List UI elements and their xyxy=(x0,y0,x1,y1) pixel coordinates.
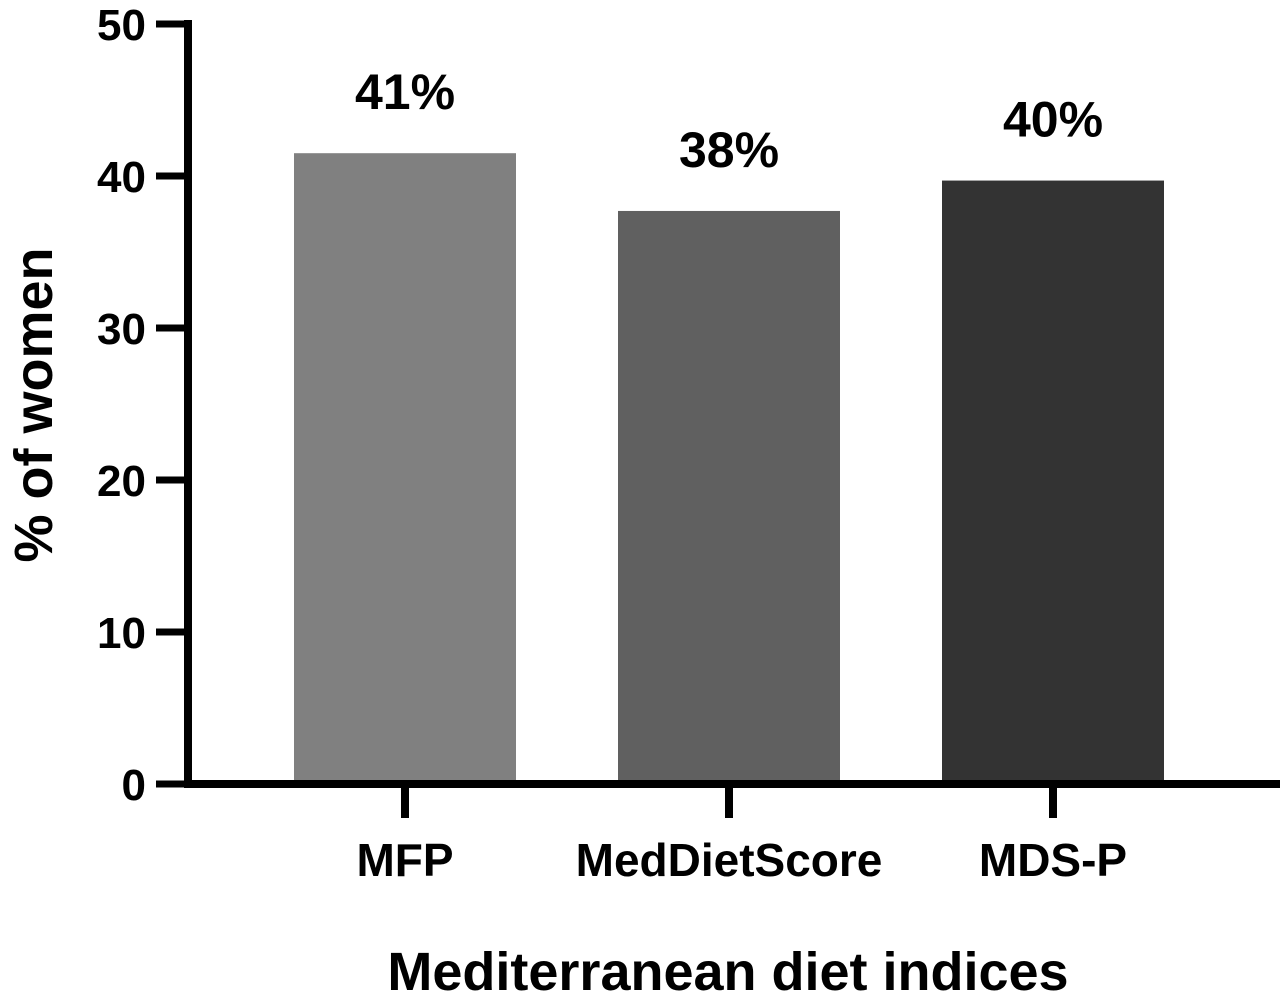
y-axis-ticks: 0 10 20 30 40 50 xyxy=(97,1,188,810)
y-tick-label-30: 30 xyxy=(97,305,146,354)
bar-MDS-P xyxy=(942,180,1164,784)
y-axis-title: % of women xyxy=(4,247,64,562)
y-tick-label-10: 10 xyxy=(97,609,146,658)
y-tick-label-0: 0 xyxy=(122,761,146,810)
x-axis-title: Mediterranean diet indices xyxy=(387,942,1068,998)
bar-MedDietScore xyxy=(618,210,840,784)
bar-MFP xyxy=(294,153,516,784)
x-axis-ticks: MFP MedDietScore MDS-P xyxy=(356,784,1127,886)
x-tick-label-MFP: MFP xyxy=(356,834,453,886)
x-tick-label-MedDietScore: MedDietScore xyxy=(576,834,883,886)
data-label-MedDietScore: 38% xyxy=(679,122,779,178)
bars-group: 41% 38% 40% xyxy=(294,64,1164,784)
x-tick-label-MDS-P: MDS-P xyxy=(979,834,1127,886)
data-label-MFP: 41% xyxy=(355,64,455,120)
y-tick-label-20: 20 xyxy=(97,457,146,506)
data-label-MDS-P: 40% xyxy=(1003,92,1103,148)
y-tick-label-40: 40 xyxy=(97,153,146,202)
y-tick-label-50: 50 xyxy=(97,1,146,50)
